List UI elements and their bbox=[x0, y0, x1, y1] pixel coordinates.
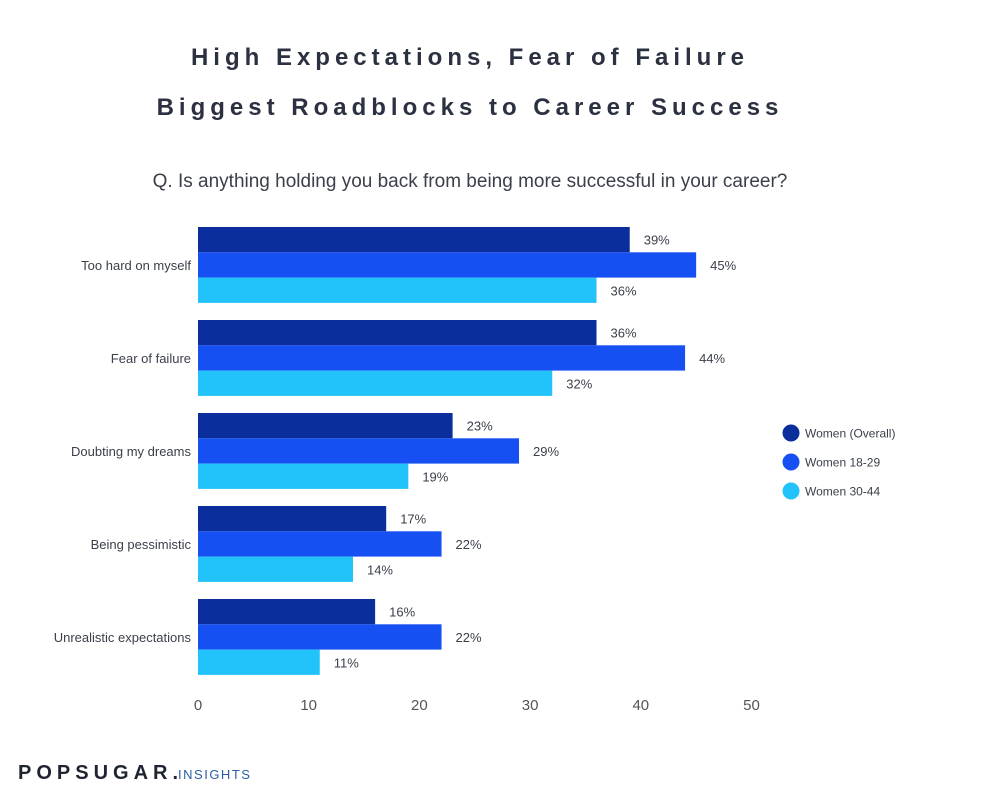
bar bbox=[198, 413, 453, 439]
bar bbox=[198, 345, 686, 371]
legend-label: Women (Overall) bbox=[805, 427, 895, 441]
data-label: 16% bbox=[389, 605, 415, 620]
chart-title-line-1: High Expectations, Fear of Failure bbox=[190, 44, 750, 71]
data-label: 17% bbox=[400, 512, 426, 527]
bar bbox=[198, 649, 320, 675]
bar bbox=[198, 531, 442, 557]
brand-sub: INSIGHTS bbox=[178, 767, 252, 782]
category-label: Too hard on myself bbox=[81, 258, 191, 273]
data-label: 44% bbox=[699, 351, 725, 366]
bar bbox=[198, 463, 409, 489]
data-label: 32% bbox=[566, 376, 592, 391]
data-label: 36% bbox=[611, 326, 637, 341]
bar bbox=[198, 277, 597, 303]
x-tick-label: 10 bbox=[300, 697, 317, 714]
bar bbox=[198, 438, 520, 464]
brand-name: POPSUGAR bbox=[18, 762, 173, 784]
data-label: 39% bbox=[644, 233, 670, 248]
data-label: 14% bbox=[367, 562, 393, 577]
data-label: 36% bbox=[611, 283, 637, 298]
bar bbox=[198, 320, 597, 346]
x-tick-label: 20 bbox=[411, 697, 428, 714]
legend-marker bbox=[782, 424, 800, 442]
data-label: 22% bbox=[456, 537, 482, 552]
legend-label: Women 30-44 bbox=[805, 485, 880, 499]
category-label: Fear of failure bbox=[111, 351, 191, 366]
brand-dot: . bbox=[172, 762, 179, 784]
data-label: 29% bbox=[533, 444, 559, 459]
bar bbox=[198, 556, 353, 582]
bar bbox=[198, 227, 630, 253]
category-label: Doubting my dreams bbox=[71, 444, 191, 459]
chart-title-line-2: Biggest Roadblocks to Career Success bbox=[156, 94, 784, 121]
bar bbox=[198, 506, 387, 532]
x-tick-label: 0 bbox=[194, 697, 202, 714]
category-label: Being pessimistic bbox=[91, 537, 192, 552]
legend-marker bbox=[782, 482, 800, 500]
data-label: 19% bbox=[422, 469, 448, 484]
bar bbox=[198, 370, 553, 396]
bar bbox=[198, 252, 697, 278]
bar bbox=[198, 624, 442, 650]
category-label: Unrealistic expectations bbox=[54, 630, 192, 645]
data-label: 23% bbox=[467, 419, 493, 434]
x-tick-label: 40 bbox=[632, 697, 649, 714]
data-label: 22% bbox=[456, 630, 482, 645]
bar bbox=[198, 599, 376, 625]
legend-label: Women 18-29 bbox=[805, 456, 880, 470]
brand-logo: POPSUGAR.INSIGHTS bbox=[18, 762, 251, 785]
survey-question: Q. Is anything holding you back from bei… bbox=[152, 171, 788, 192]
data-label: 45% bbox=[710, 258, 736, 273]
x-tick-label: 50 bbox=[743, 697, 760, 714]
legend-marker bbox=[782, 453, 800, 471]
x-tick-label: 30 bbox=[522, 697, 539, 714]
data-label: 11% bbox=[334, 655, 359, 670]
